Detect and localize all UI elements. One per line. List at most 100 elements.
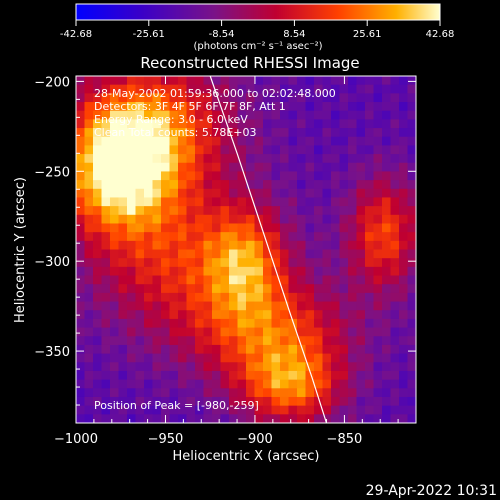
heatmap-cell [220, 188, 230, 199]
heatmap-cell [263, 180, 273, 190]
heatmap-cell [246, 223, 256, 233]
heatmap-cell [169, 102, 179, 112]
heatmap-cell [203, 119, 213, 129]
heatmap-cell [331, 284, 341, 294]
heatmap-cell [101, 154, 111, 164]
heatmap-cell [288, 379, 298, 389]
heatmap-cell [135, 214, 145, 225]
heatmap-cell [399, 284, 409, 294]
heatmap-cell [297, 388, 307, 398]
heatmap-cell [339, 197, 349, 207]
heatmap-cell [212, 292, 222, 303]
heatmap-cell [331, 223, 341, 233]
heatmap-cell [76, 145, 86, 155]
heatmap-cell [237, 154, 247, 164]
heatmap-cell [127, 405, 137, 415]
heatmap-cell [84, 344, 94, 355]
heatmap-cell [365, 301, 375, 311]
heatmap-cell [339, 145, 349, 155]
heatmap-cell [144, 232, 154, 242]
heatmap-cell [331, 171, 341, 181]
heatmap-cell [195, 110, 205, 120]
heatmap-cell [254, 145, 264, 155]
heatmap-cell [93, 258, 103, 268]
heatmap-cell [237, 214, 247, 225]
heatmap-cell [382, 136, 392, 147]
heatmap-cell [144, 275, 154, 285]
heatmap-cell [186, 206, 196, 216]
heatmap-cell [110, 379, 120, 389]
heatmap-cell [280, 197, 290, 207]
heatmap-cell [212, 370, 222, 381]
heatmap-cell [186, 388, 196, 398]
heatmap-cell [178, 405, 188, 415]
heatmap-cell [93, 180, 103, 190]
heatmap-cell [127, 370, 137, 381]
heatmap-cell [254, 110, 264, 120]
heatmap-cell [254, 336, 264, 346]
heatmap-cell [246, 301, 256, 311]
heatmap-cell [212, 145, 222, 155]
heatmap-cell [203, 223, 213, 233]
heatmap-cell [212, 301, 222, 311]
heatmap-cell [178, 284, 188, 294]
solar-limb-line [209, 76, 328, 423]
heatmap-cell [271, 136, 281, 147]
heatmap-cell [152, 110, 162, 120]
heatmap-cell [280, 154, 290, 164]
heatmap-cell [152, 336, 162, 346]
heatmap-cell [135, 266, 145, 277]
heatmap-cell [297, 102, 307, 112]
heatmap-cell [322, 206, 332, 216]
heatmap-cell [407, 240, 416, 251]
heatmap-cell [161, 370, 171, 381]
heatmap-cell [399, 353, 409, 363]
heatmap-cell [203, 232, 213, 242]
heatmap-cell [203, 128, 213, 138]
heatmap-cell [169, 128, 179, 138]
heatmap-cell [212, 136, 222, 147]
heatmap-cell [101, 396, 111, 407]
heatmap-cell [365, 119, 375, 129]
heatmap-cell [229, 370, 239, 381]
heatmap-cell [254, 240, 264, 251]
heatmap-cell [390, 353, 400, 363]
heatmap-cell [152, 370, 162, 381]
heatmap-cell [356, 154, 366, 164]
heatmap-cell [161, 206, 171, 216]
heatmap-cell [237, 284, 247, 294]
heatmap-cell [101, 206, 111, 216]
heatmap-cell [203, 353, 213, 363]
heatmap-cell [203, 102, 213, 112]
heatmap-cell [365, 310, 375, 320]
heatmap-cell [152, 414, 162, 423]
heatmap-cell [76, 214, 86, 225]
heatmap-cell [339, 370, 349, 381]
heatmap-cell [254, 414, 264, 423]
heatmap-cell [382, 379, 392, 389]
heatmap-cell [178, 370, 188, 381]
heatmap-cell [144, 119, 154, 129]
heatmap-cell [305, 258, 315, 268]
heatmap-cell [407, 188, 416, 199]
heatmap-cell [195, 119, 205, 129]
heatmap-cell [407, 396, 416, 407]
heatmap-cell [152, 353, 162, 363]
heatmap-cell [135, 102, 145, 112]
heatmap-cell [135, 388, 145, 398]
heatmap-cell [212, 128, 222, 138]
heatmap-cell [356, 327, 366, 337]
heatmap-cell [373, 414, 383, 423]
heatmap-cell [280, 388, 290, 398]
heatmap-cell [195, 310, 205, 320]
heatmap-cell [280, 275, 290, 285]
heatmap-cell [280, 370, 290, 381]
heatmap-cell [339, 180, 349, 190]
heatmap-cell [220, 145, 230, 155]
heatmap-cell [110, 171, 120, 181]
heatmap-cell [152, 396, 162, 407]
heatmap-cell [229, 110, 239, 120]
heatmap-cell [161, 171, 171, 181]
heatmap-cell [322, 336, 332, 346]
heatmap-cell [271, 240, 281, 251]
